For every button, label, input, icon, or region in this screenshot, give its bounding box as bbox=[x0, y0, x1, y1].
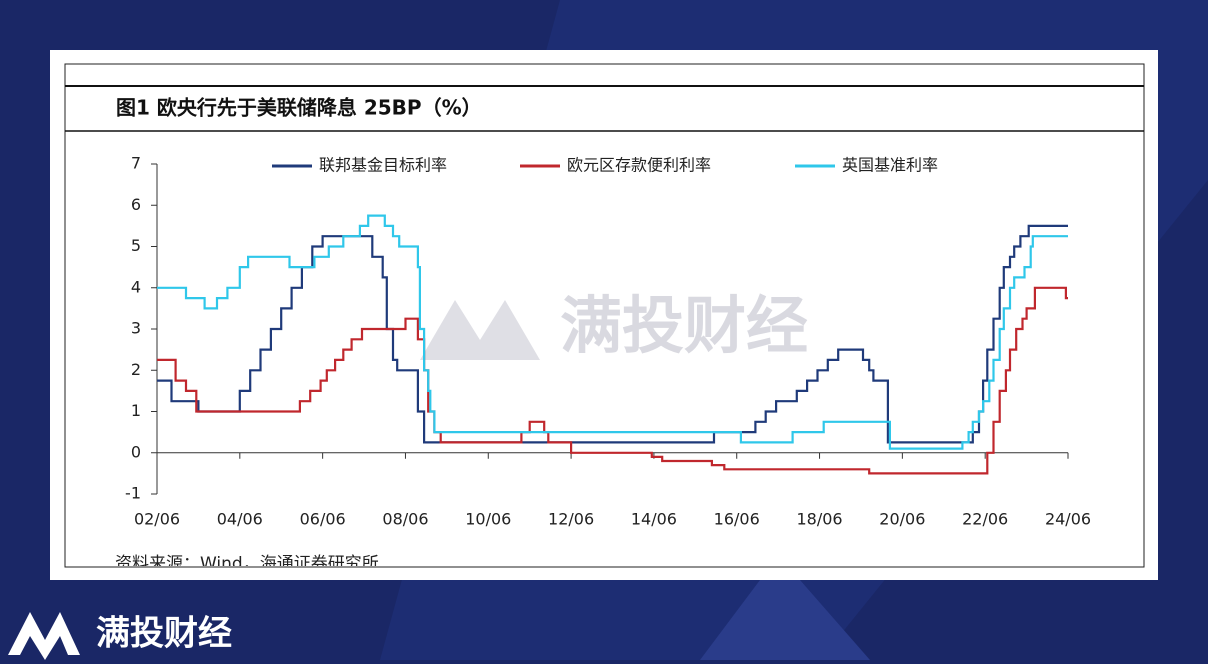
brand-logo bbox=[8, 612, 80, 660]
series-line bbox=[157, 214, 1068, 450]
y-tick-label: 2 bbox=[131, 360, 141, 379]
x-tick-label: 18/06 bbox=[796, 510, 842, 529]
legend-label: 联邦基金目标利率 bbox=[319, 156, 447, 175]
x-tick-label: 22/06 bbox=[962, 510, 1008, 529]
watermark-logo bbox=[420, 300, 540, 360]
x-tick-label: 14/06 bbox=[631, 510, 677, 529]
panel bbox=[50, 50, 1158, 580]
legend-label: 英国基准利率 bbox=[842, 156, 938, 175]
bg-shape bbox=[700, 580, 870, 660]
series-line bbox=[157, 286, 1068, 475]
x-tick-label: 10/06 bbox=[465, 510, 511, 529]
chart-title: 图1 欧央行先于美联储降息 25BP（%） bbox=[116, 96, 482, 120]
y-tick-label: 0 bbox=[131, 442, 141, 461]
frame bbox=[64, 63, 1145, 568]
watermark: 满投财经 bbox=[560, 289, 808, 362]
x-tick-label: 02/06 bbox=[134, 510, 180, 529]
x-tick-label: 08/06 bbox=[382, 510, 428, 529]
y-tick-label: 5 bbox=[131, 236, 141, 255]
y-tick-label: 7 bbox=[131, 154, 141, 173]
y-tick-label: 4 bbox=[131, 277, 141, 296]
x-tick-label: 24/06 bbox=[1045, 510, 1091, 529]
source: 资料来源：Wind，海通证券研究所 bbox=[115, 554, 379, 574]
y-tick-label: 6 bbox=[131, 195, 141, 214]
source-clip: 资料来源：Wind，海通证券研究所 bbox=[115, 554, 379, 574]
brand: 满投财经 bbox=[96, 614, 232, 654]
x-tick-label: 12/06 bbox=[548, 510, 594, 529]
y-tick-label: 1 bbox=[131, 401, 141, 420]
x-tick-label: 20/06 bbox=[879, 510, 925, 529]
plot: -1 0 1 2 3 4 5 6 7 02/06 04/06 06/06 08/06 10/06 12/06… bbox=[125, 154, 1091, 529]
y-tick-label: 3 bbox=[131, 319, 141, 338]
y-tick-label: -1 bbox=[125, 484, 141, 503]
series-line bbox=[157, 224, 1068, 444]
legend-label: 欧元区存款便利利率 bbox=[567, 156, 711, 175]
x-tick-label: 04/06 bbox=[217, 510, 263, 529]
x-tick-label: 16/06 bbox=[714, 510, 760, 529]
x-tick-label: 06/06 bbox=[300, 510, 346, 529]
